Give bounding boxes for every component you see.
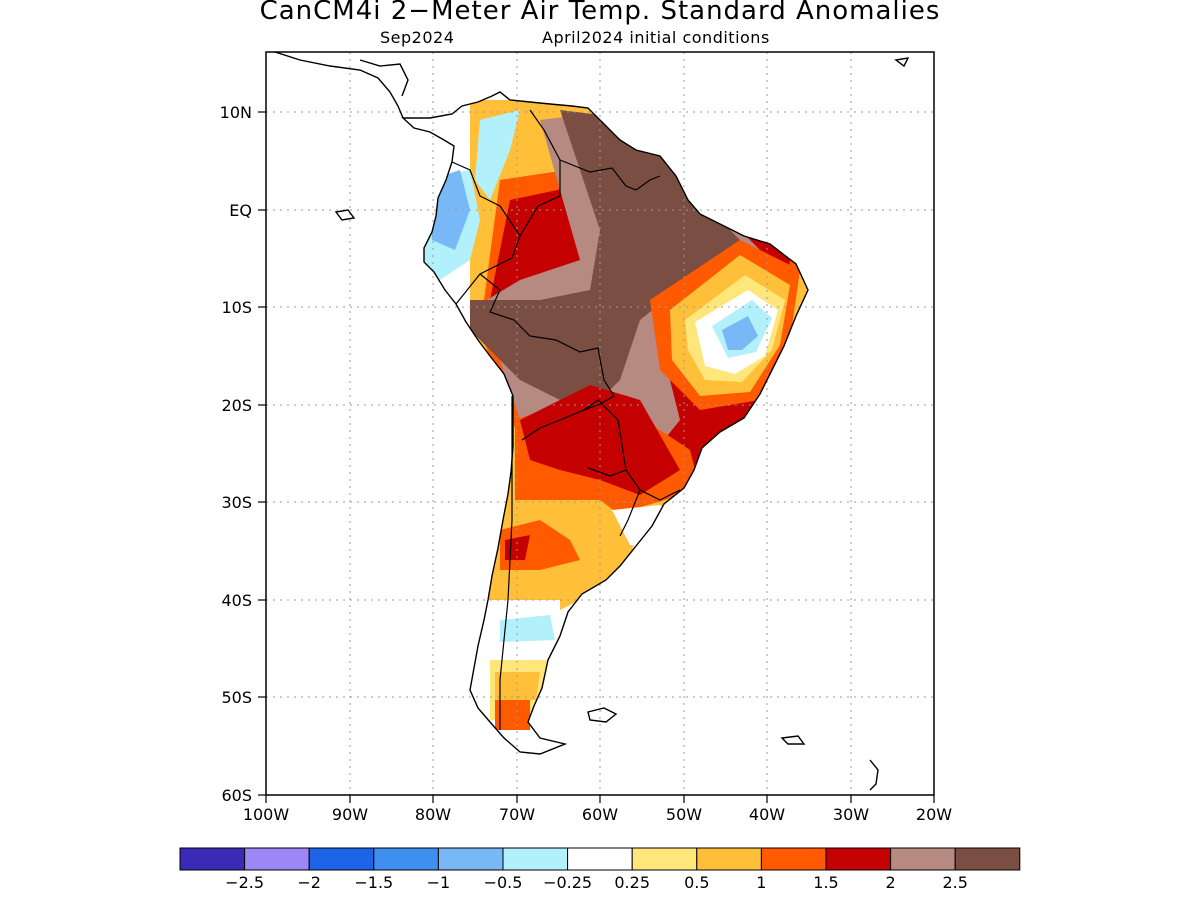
lat-label: EQ: [229, 201, 252, 220]
legend-swatch: [373, 847, 439, 871]
color-legend: −2.5 −2 −1.5 −1 −0.5 −0.25 0.25 0.5 1 1.5 2 2.5: [179, 847, 1021, 892]
legend-swatch: [760, 847, 827, 871]
legend-label: −0.5: [484, 873, 523, 892]
legend-label: 2.5: [942, 873, 967, 892]
legend-swatch: [631, 847, 698, 871]
lon-label: 40W: [749, 805, 785, 824]
initial-conditions-label: April2024 initial conditions: [542, 28, 770, 47]
lat-label: 10N: [220, 103, 252, 122]
legend-swatch: [437, 847, 504, 871]
legend-swatch: [308, 847, 375, 871]
lat-label: 30S: [221, 493, 252, 512]
lon-label: 90W: [332, 805, 368, 824]
legend-label: 0.25: [614, 873, 650, 892]
legend-swatch: [890, 847, 956, 871]
legend-label: −1.5: [354, 873, 393, 892]
legend-label: −2: [297, 873, 321, 892]
lat-label: 50S: [221, 688, 252, 707]
legend-swatch: [567, 847, 633, 871]
gridlines: [266, 52, 934, 795]
lon-label: 100W: [243, 805, 290, 824]
legend-label: −1: [427, 873, 451, 892]
legend-label: −2.5: [225, 873, 264, 892]
lat-label: 40S: [221, 591, 252, 610]
lon-label: 60W: [582, 805, 618, 824]
legend-swatch: [825, 847, 892, 871]
target-month-label: Sep2024: [380, 28, 455, 47]
legend-label: 0.5: [684, 873, 709, 892]
lon-label: 20W: [916, 805, 952, 824]
coastlines: [274, 52, 910, 791]
legend-label: −0.25: [543, 873, 592, 892]
lon-label: 80W: [415, 805, 451, 824]
legend-label: 2: [886, 873, 896, 892]
lon-label: 70W: [499, 805, 535, 824]
legend-label: 1: [756, 873, 766, 892]
lat-label: 60S: [221, 786, 252, 805]
legend-swatch: [696, 847, 762, 871]
lat-label: 20S: [221, 396, 252, 415]
legend-swatch: [179, 847, 246, 871]
legend-swatch: [502, 847, 569, 871]
legend-label: 1.5: [813, 873, 838, 892]
map-title: CanCM4i 2−Meter Air Temp. Standard Anoma…: [259, 0, 941, 26]
legend-swatch: [954, 847, 1021, 871]
legend-swatch: [244, 847, 310, 871]
lon-label: 30W: [833, 805, 869, 824]
lon-label: 50W: [666, 805, 702, 824]
tick-marks: [258, 111, 935, 803]
lat-label: 10S: [221, 298, 252, 317]
